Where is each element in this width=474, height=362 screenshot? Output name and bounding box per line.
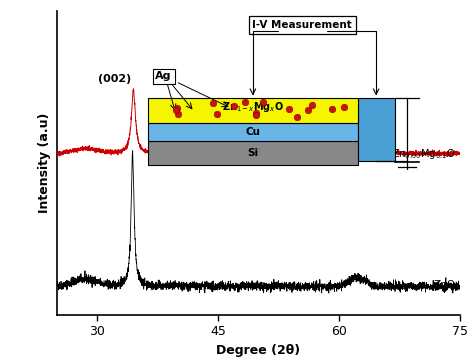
Point [213,111,220,117]
Text: Zn$_{0.90}$Mg$_{0.1}$O: Zn$_{0.90}$Mg$_{0.1}$O [392,147,456,161]
Text: Zn$_{1-x}$Mg$_x$O: Zn$_{1-x}$Mg$_x$O [222,100,284,114]
Point [328,106,336,112]
Text: Si: Si [247,148,258,158]
FancyBboxPatch shape [358,98,394,161]
Text: I-V Measurement: I-V Measurement [252,20,352,30]
FancyBboxPatch shape [148,123,358,141]
Point [172,107,180,113]
Point [230,104,238,109]
FancyBboxPatch shape [148,141,358,165]
Point [259,99,267,105]
Text: ZnO: ZnO [434,280,456,290]
FancyBboxPatch shape [148,98,358,123]
Text: (002): (002) [98,74,131,84]
Text: Ag: Ag [155,71,172,81]
Point [252,112,260,118]
Point [241,99,248,105]
Point [173,105,181,111]
Point [293,114,301,119]
X-axis label: Degree (2θ): Degree (2θ) [216,344,301,357]
Point [304,107,311,113]
Point [308,102,316,108]
Point [210,100,217,105]
Text: (103): (103) [345,109,378,119]
Point [252,110,260,116]
Text: Cu: Cu [246,127,260,137]
Point [340,105,348,110]
Point [174,111,182,117]
Y-axis label: Intensity (a.u): Intensity (a.u) [38,113,51,213]
Point [285,106,293,111]
